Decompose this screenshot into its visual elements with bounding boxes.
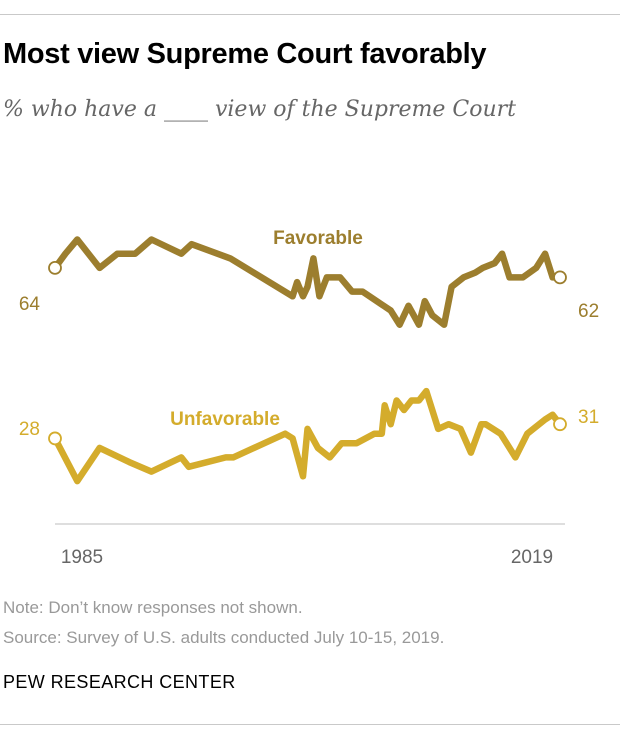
unfavorable-series-label: Unfavorable: [170, 409, 280, 430]
unfavorable-start-point: [48, 431, 62, 446]
pew-research-logo-text: PEW RESEARCH CENTER: [3, 672, 236, 692]
favorable-end-point: [553, 270, 567, 285]
chart-title: Most view Supreme Court favorably: [3, 38, 487, 70]
chart-subtitle: % who have a ____ view of the Supreme Co…: [3, 97, 517, 122]
x-tick-label-end: 2019: [511, 547, 553, 568]
line-chart: 1985 2019 64 62 28 31 Favorable Unfavora…: [19, 228, 599, 568]
unfavorable-start-label: 28: [19, 419, 40, 440]
favorable-start-point: [48, 260, 62, 275]
favorable-series-label: Favorable: [273, 228, 363, 249]
series-line-favorable: [51, 236, 564, 328]
series-line-unfavorable: [51, 387, 564, 485]
note-text: Note: Don’t know responses not shown.: [3, 598, 303, 617]
x-tick-label-start: 1985: [61, 547, 103, 568]
source-text: Source: Survey of U.S. adults conducted …: [3, 628, 445, 647]
bottom-rule: [0, 724, 620, 725]
top-rule: [0, 14, 620, 15]
favorable-start-label: 64: [19, 294, 41, 315]
unfavorable-end-label: 31: [578, 407, 599, 428]
favorable-end-label: 62: [578, 301, 599, 322]
unfavorable-end-point: [553, 417, 567, 432]
